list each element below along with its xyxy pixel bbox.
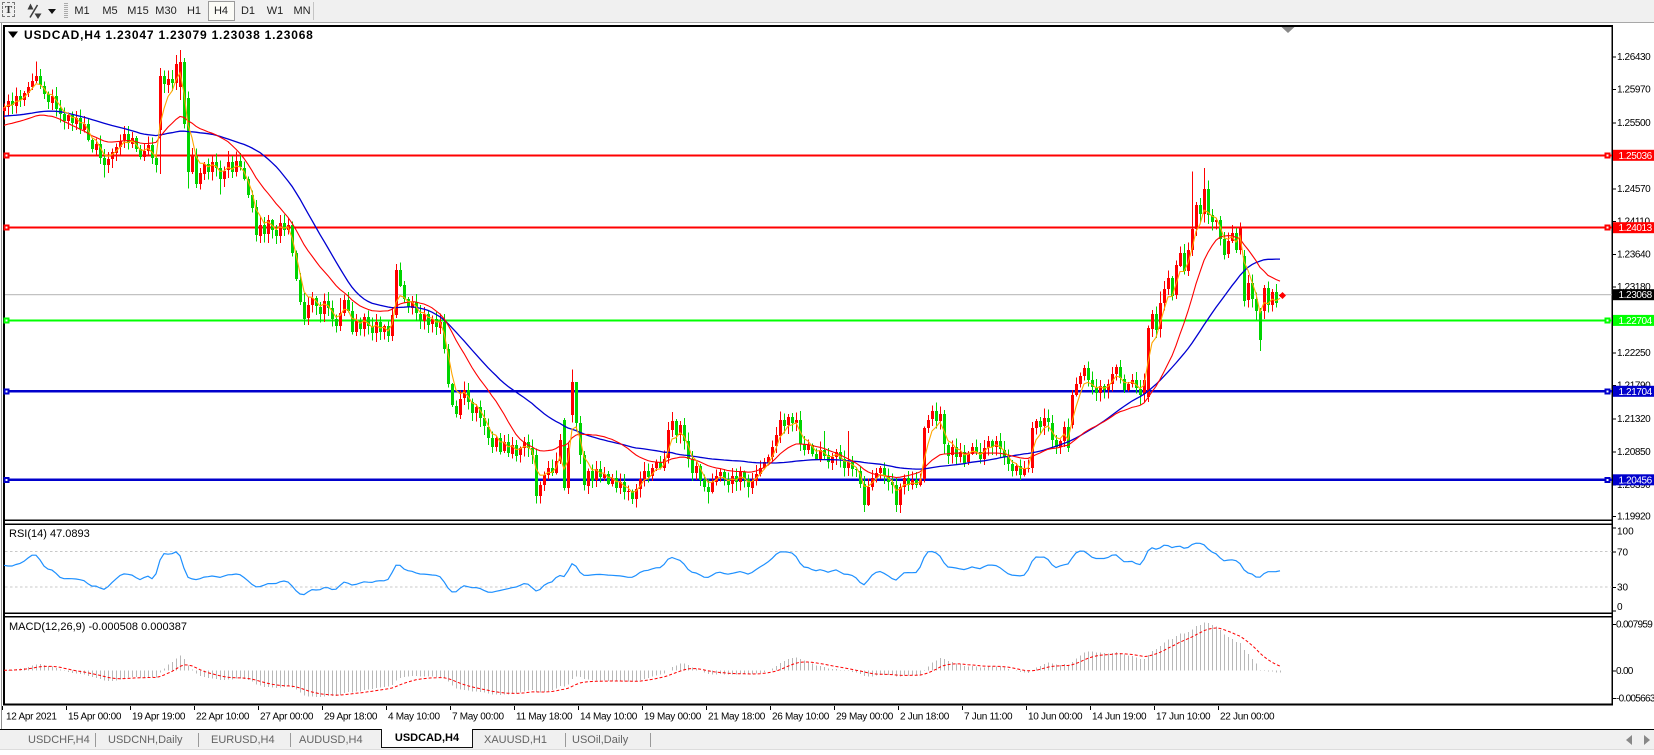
svg-text:1.20850: 1.20850	[1617, 447, 1651, 458]
svg-text:14 May 10:00: 14 May 10:00	[580, 712, 638, 723]
svg-text:10 Jun 00:00: 10 Jun 00:00	[1028, 712, 1083, 723]
svg-text:100: 100	[1617, 527, 1634, 538]
svg-text:1.23640: 1.23640	[1617, 250, 1651, 261]
svg-text:1.25970: 1.25970	[1617, 85, 1651, 96]
svg-text:1.21320: 1.21320	[1617, 414, 1651, 425]
svg-text:70: 70	[1617, 548, 1629, 559]
svg-text:21 May 18:00: 21 May 18:00	[708, 712, 766, 723]
svg-text:0.007959: 0.007959	[1616, 619, 1653, 630]
svg-text:1.20456: 1.20456	[1619, 475, 1653, 486]
svg-text:19 Apr 19:00: 19 Apr 19:00	[132, 712, 186, 723]
svg-text:1.24110: 1.24110	[1617, 216, 1650, 227]
svg-text:USDCAD,H4 1.23047 1.23079 1.2: USDCAD,H4 1.23047 1.23079 1.23038 1.2306…	[24, 28, 314, 42]
svg-text:22 Jun 00:00: 22 Jun 00:00	[1220, 712, 1275, 723]
svg-text:1.21704: 1.21704	[1619, 387, 1653, 398]
svg-text:19 May 00:00: 19 May 00:00	[644, 712, 702, 723]
svg-text:4 May 10:00: 4 May 10:00	[388, 712, 440, 723]
svg-text:29 Apr 18:00: 29 Apr 18:00	[324, 712, 378, 723]
svg-text:1.24570: 1.24570	[1617, 184, 1651, 195]
svg-text:0.00: 0.00	[1616, 666, 1634, 677]
svg-text:17 Jun 10:00: 17 Jun 10:00	[1156, 712, 1211, 723]
svg-text:1.22250: 1.22250	[1617, 348, 1651, 359]
svg-text:1.19920: 1.19920	[1617, 512, 1651, 523]
svg-text:7 May 00:00: 7 May 00:00	[452, 712, 504, 723]
svg-text:2 Jun 18:00: 2 Jun 18:00	[900, 712, 950, 723]
svg-text:22 Apr 10:00: 22 Apr 10:00	[196, 712, 250, 723]
svg-text:12 Apr 2021: 12 Apr 2021	[6, 712, 57, 723]
svg-text:30: 30	[1617, 583, 1629, 594]
svg-text:14 Jun 19:00: 14 Jun 19:00	[1092, 712, 1147, 723]
svg-text:1.24013: 1.24013	[1619, 223, 1653, 234]
svg-text:MACD(12,26,9) -0.000508 0.0003: MACD(12,26,9) -0.000508 0.000387	[9, 621, 187, 633]
svg-text:27 Apr 00:00: 27 Apr 00:00	[260, 712, 314, 723]
svg-text:1.25036: 1.25036	[1619, 151, 1653, 162]
svg-text:26 May 10:00: 26 May 10:00	[772, 712, 830, 723]
svg-text:RSI(14) 47.0893: RSI(14) 47.0893	[9, 528, 90, 540]
svg-text:7 Jun 11:00: 7 Jun 11:00	[964, 712, 1013, 723]
svg-text:15 Apr 00:00: 15 Apr 00:00	[68, 712, 122, 723]
svg-text:1.25500: 1.25500	[1617, 118, 1651, 129]
svg-text:1.26430: 1.26430	[1617, 52, 1651, 63]
svg-text:0: 0	[1617, 602, 1623, 613]
svg-text:-0.005663: -0.005663	[1616, 694, 1654, 705]
svg-text:29 May 00:00: 29 May 00:00	[836, 712, 894, 723]
svg-text:1.23180: 1.23180	[1617, 282, 1651, 293]
svg-text:11 May 18:00: 11 May 18:00	[516, 712, 573, 723]
svg-text:1.23068: 1.23068	[1619, 290, 1653, 301]
svg-text:1.22704: 1.22704	[1619, 316, 1653, 327]
